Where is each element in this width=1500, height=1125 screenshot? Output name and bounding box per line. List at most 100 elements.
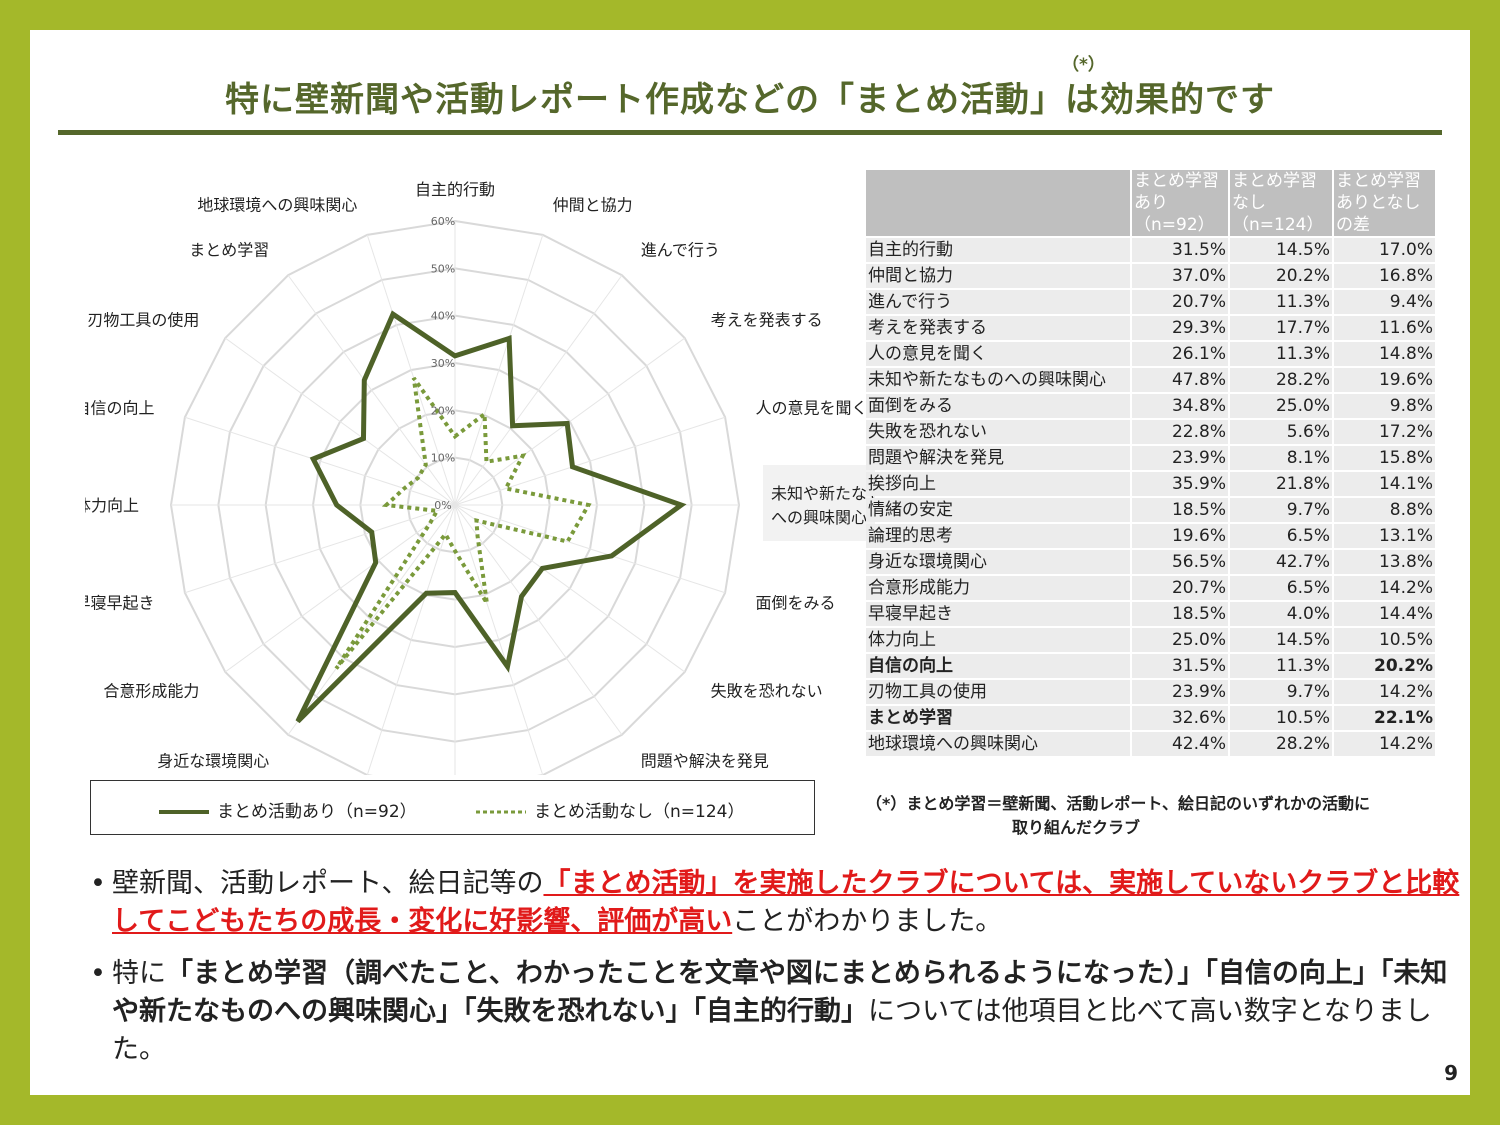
table-cell-without: 6.5%: [1230, 576, 1332, 600]
table-row: 身近な環境関心 56.5% 42.7% 13.8%: [866, 550, 1435, 574]
table-cell-with: 31.5%: [1132, 654, 1228, 678]
grid-spoke: [224, 337, 456, 506]
table-cell-with: 42.4%: [1132, 732, 1228, 756]
grid-spoke: [454, 274, 623, 506]
footnote-line-1: （*）まとめ学習＝壁新聞、活動レポート、絵日記のいずれかの活動に: [866, 794, 1371, 813]
table-cell-with: 23.9%: [1132, 446, 1228, 470]
grid-spoke: [454, 416, 726, 506]
legend-item-without: まとめ活動なし（n=124）: [476, 797, 744, 822]
table-cell-without: 11.3%: [1230, 290, 1332, 314]
table-cell-with: 20.7%: [1132, 290, 1228, 314]
table-cell-label: まとめ学習: [866, 706, 1130, 730]
table-row: 情緒の安定 18.5% 9.7% 8.8%: [866, 498, 1435, 522]
table-cell-with: 56.5%: [1132, 550, 1228, 574]
bullet-1-post: ことがわかりました。: [732, 906, 1003, 937]
table-cell-diff: 17.0%: [1334, 238, 1435, 262]
table-cell-label: 挨拶向上: [866, 472, 1130, 496]
table-cell-label: 早寝早起き: [866, 602, 1130, 626]
table-cell-diff: 14.2%: [1334, 576, 1435, 600]
table-cell-with: 20.7%: [1132, 576, 1228, 600]
table-body: 自主的行動 31.5% 14.5% 17.0% 仲間と協力 37.0% 20.2% 16.8%…: [866, 238, 1435, 756]
radial-tick-label: 0%: [434, 499, 451, 512]
grid-spoke: [454, 504, 686, 673]
table-cell-label: 地球環境への興味関心: [866, 732, 1130, 756]
table-cell-label: 自主的行動: [866, 238, 1130, 262]
table-header-row: まとめ学習あり（n=92） まとめ学習なし（n=124） まとめ学習ありとなしの…: [866, 170, 1435, 236]
radial-tick-label: 30%: [431, 357, 455, 370]
table-row: 自主的行動 31.5% 14.5% 17.0%: [866, 238, 1435, 262]
table-cell-label: 自信の向上: [866, 654, 1130, 678]
table-row: 刃物工具の使用 23.9% 9.7% 14.2%: [866, 680, 1435, 704]
bullet-1-emphasis: 「まとめ活動」を実施したクラブについては、実施していないクラブと比較してこどもた…: [112, 868, 1460, 937]
table-cell-label: 考えを発表する: [866, 316, 1130, 340]
radar-chart: 0% 10% 20% 30% 40% 50% 60% 自主的行動仲間と協力進んで行う考えを発表…: [85, 180, 875, 775]
table-cell-label: 問題や解決を発見: [866, 446, 1130, 470]
bullet-2-post: については他項目と比べて高い数字となりました。: [112, 996, 1432, 1065]
table-cell-without: 28.2%: [1230, 732, 1332, 756]
table-cell-with: 23.9%: [1132, 680, 1228, 704]
table-cell-label: 刃物工具の使用: [866, 680, 1130, 704]
table-cell-with: 18.5%: [1132, 498, 1228, 522]
table-cell-with: 34.8%: [1132, 394, 1228, 418]
table-cell-diff: 14.4%: [1334, 602, 1435, 626]
table-cell-diff: 13.8%: [1334, 550, 1435, 574]
table-cell-with: 19.6%: [1132, 524, 1228, 548]
category-label: 未知や新たなもの: [771, 484, 875, 503]
chart-legend: まとめ活動あり（n=92） まとめ活動なし（n=124）: [90, 780, 815, 835]
table-row: 考えを発表する 29.3% 17.7% 11.6%: [866, 316, 1435, 340]
title-underline: [58, 130, 1442, 135]
grid-ring: [169, 219, 741, 775]
table-cell-diff: 9.8%: [1334, 394, 1435, 418]
table-cell-label: 人の意見を聞く: [866, 342, 1130, 366]
slide: 特に壁新聞や活動レポート作成などの「まとめ活動」は効果的です （*） 0% 10%…: [30, 30, 1470, 1095]
bullet-1-pre: 壁新聞、活動レポート、絵日記等の: [112, 868, 544, 899]
table-cell-diff: 14.2%: [1334, 680, 1435, 704]
table-cell-without: 14.5%: [1230, 238, 1332, 262]
table-cell-label: 未知や新たなものへの興味関心: [866, 368, 1130, 392]
category-label: 体力向上: [85, 496, 139, 515]
table-cell-label: 進んで行う: [866, 290, 1130, 314]
category-label: 仲間と協力: [553, 195, 633, 214]
table-cell-label: 失敗を恐れない: [866, 420, 1130, 444]
table-cell-without: 6.5%: [1230, 524, 1332, 548]
category-label: 地球環境への興味関心: [197, 195, 357, 214]
table-cell-without: 21.8%: [1230, 472, 1332, 496]
table-row: 体力向上 25.0% 14.5% 10.5%: [866, 628, 1435, 652]
table-cell-diff: 8.8%: [1334, 498, 1435, 522]
table-cell-with: 32.6%: [1132, 706, 1228, 730]
table-row: 挨拶向上 35.9% 21.8% 14.1%: [866, 472, 1435, 496]
table-cell-diff: 16.8%: [1334, 264, 1435, 288]
table-row: 面倒をみる 34.8% 25.0% 9.8%: [866, 394, 1435, 418]
grid-spoke: [454, 234, 544, 506]
table-header-diff: まとめ学習ありとなしの差: [1334, 170, 1435, 236]
category-label: への興味関心: [771, 508, 867, 527]
table-cell-without: 28.2%: [1230, 368, 1332, 392]
table-cell-diff: 20.2%: [1334, 654, 1435, 678]
table-cell-diff: 17.2%: [1334, 420, 1435, 444]
category-label: 自信の向上: [85, 398, 154, 417]
title-footnote-mark: （*）: [1062, 55, 1105, 75]
category-label: 問題や解決を発見: [641, 752, 769, 771]
table-row: 未知や新たなものへの興味関心 47.8% 28.2% 19.6%: [866, 368, 1435, 392]
grid-spoke: [454, 504, 623, 736]
radial-tick-label: 40%: [431, 310, 455, 323]
table-row: 人の意見を聞く 26.1% 11.3% 14.8%: [866, 342, 1435, 366]
table-cell-label: 情緒の安定: [866, 498, 1130, 522]
table-row: 仲間と協力 37.0% 20.2% 16.8%: [866, 264, 1435, 288]
table-cell-diff: 11.6%: [1334, 316, 1435, 340]
table-cell-with: 18.5%: [1132, 602, 1228, 626]
summary-bullets: 壁新聞、活動レポート、絵日記等の「まとめ活動」を実施したクラブについては、実施し…: [90, 865, 1460, 1083]
table-row: 進んで行う 20.7% 11.3% 9.4%: [866, 290, 1435, 314]
category-label: 合意形成能力: [103, 682, 199, 701]
category-label: 失敗を恐れない: [711, 682, 823, 701]
footnote-line-2: 取り組んだクラブ: [1012, 818, 1141, 837]
title-area: 特に壁新聞や活動レポート作成などの「まとめ活動」は効果的です: [30, 72, 1470, 121]
category-label: 早寝早起き: [85, 594, 154, 613]
grid-spoke: [454, 504, 544, 775]
legend-item-with: まとめ活動あり（n=92）: [159, 797, 417, 822]
table-cell-without: 14.5%: [1230, 628, 1332, 652]
grid-spoke: [224, 504, 456, 673]
grid-spoke: [366, 234, 456, 506]
table-cell-with: 25.0%: [1132, 628, 1228, 652]
table-cell-without: 4.0%: [1230, 602, 1332, 626]
